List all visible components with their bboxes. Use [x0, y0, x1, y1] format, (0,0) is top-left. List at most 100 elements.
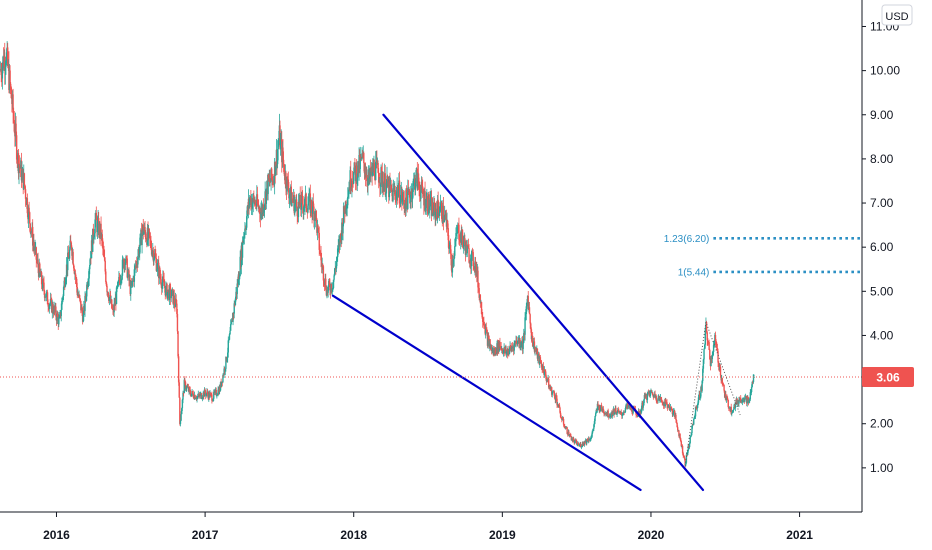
candle-body [136, 264, 139, 265]
candle-body [279, 139, 282, 149]
candle-body [278, 140, 280, 145]
candle-body [65, 277, 67, 282]
candle-body [363, 163, 366, 174]
candle-body [130, 284, 132, 295]
candle-body [356, 177, 358, 184]
candle-body [299, 194, 301, 207]
candle-body [297, 201, 300, 218]
candle-body [152, 250, 155, 262]
candle-body [550, 387, 553, 395]
candle-body [307, 202, 310, 206]
candle-body [694, 407, 697, 417]
candle-body [24, 189, 27, 199]
candle-body [144, 226, 146, 233]
candle-body [333, 275, 335, 280]
candle-body [495, 353, 498, 355]
candle-body [226, 357, 228, 362]
candle-body [136, 262, 138, 265]
candle-body [385, 193, 387, 195]
candle-body [197, 394, 199, 397]
candle-body [664, 399, 666, 407]
candle-body [329, 284, 331, 291]
fib-anchor-path[interactable] [684, 322, 741, 466]
candle-body [18, 164, 20, 174]
candle-body [75, 277, 77, 279]
candle-body [666, 402, 668, 406]
candle-body [29, 212, 31, 224]
candle-body [347, 193, 350, 197]
candle-body [420, 190, 422, 199]
currency-label[interactable]: USD [881, 4, 913, 26]
x-axis[interactable]: 2016 2017 2018 2019 2020 2021 [43, 512, 813, 542]
candle-body [381, 171, 383, 188]
trendline[interactable] [331, 294, 642, 492]
candle-body [650, 390, 653, 393]
candle-body [591, 430, 594, 433]
candle-body [707, 340, 709, 342]
candle-body [408, 191, 411, 198]
candle-body [703, 344, 706, 350]
candle-body [414, 183, 417, 191]
candle-body [615, 407, 617, 413]
candle-body [56, 313, 58, 321]
candle-body [332, 288, 334, 289]
candle-body [727, 400, 729, 407]
candle-body [23, 173, 26, 186]
candle-body [592, 428, 594, 431]
candle-body [702, 359, 705, 369]
candle-body [544, 369, 546, 372]
candle-body [443, 220, 445, 222]
candle-body [151, 251, 153, 255]
candle-body [660, 397, 662, 400]
candle-body [251, 202, 254, 209]
candle-body [307, 205, 309, 213]
candle-body [577, 443, 580, 445]
candle-body [639, 411, 641, 416]
candle-body [502, 349, 505, 354]
candle-body [509, 345, 511, 351]
candle-body [61, 298, 64, 302]
candle-body [620, 411, 622, 415]
trendline[interactable] [382, 113, 705, 492]
candle-body [205, 393, 208, 396]
candle-body [227, 340, 229, 353]
candle-body [153, 253, 156, 259]
candle-body [70, 240, 72, 243]
candle-body [725, 394, 727, 400]
candle-body [35, 247, 37, 260]
candle-body [70, 242, 73, 248]
candle-body [56, 313, 59, 317]
currency-box [881, 4, 913, 26]
candle-body [168, 286, 171, 301]
candle-body [683, 456, 686, 459]
candle-body [635, 411, 637, 415]
candle-body [188, 387, 191, 390]
candle-body [149, 232, 151, 239]
candle-body [100, 223, 102, 238]
candle-body [656, 400, 659, 402]
candle-body [96, 220, 99, 233]
candle-body [24, 185, 26, 190]
fib-levels: 1.23(6.20) 1(5.44) [664, 234, 860, 278]
candle-body [85, 296, 87, 298]
candle-body [175, 299, 177, 304]
candle-body [622, 414, 624, 415]
candle-body [746, 397, 748, 404]
candle-body [370, 171, 372, 177]
candle-body [294, 204, 296, 214]
candle-body [200, 393, 203, 399]
candle-body [728, 406, 730, 409]
candle-body [219, 382, 222, 391]
candle-body [589, 439, 592, 441]
candle-body [676, 422, 678, 428]
candle-body [671, 409, 674, 415]
candle-body [135, 262, 137, 267]
candle-body [599, 409, 602, 412]
candle-body [377, 163, 379, 173]
candle-body [76, 287, 78, 296]
candle-body [393, 188, 395, 192]
candle-body [366, 175, 368, 182]
candle-body [5, 52, 8, 63]
